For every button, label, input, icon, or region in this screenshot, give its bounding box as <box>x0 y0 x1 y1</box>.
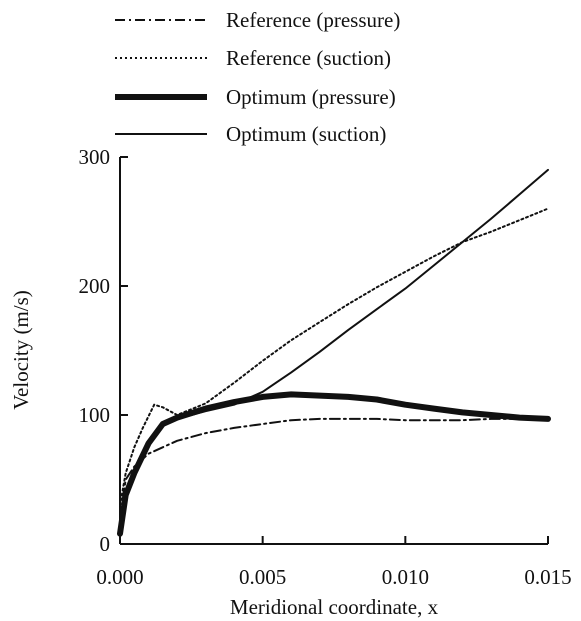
x-tick-label: 0.005 <box>239 565 286 589</box>
ticks: 0 100 200 300 0.000 0.005 0.010 0.015 <box>79 145 572 589</box>
x-tick-label: 0.015 <box>524 565 571 589</box>
x-tick-label: 0.010 <box>382 565 429 589</box>
legend: Reference (pressure) Reference (suction)… <box>115 8 400 146</box>
legend-item-reference-suction: Reference (suction) <box>115 46 391 70</box>
y-tick-label: 0 <box>100 532 111 556</box>
legend-label: Optimum (suction) <box>226 122 386 146</box>
legend-item-reference-pressure: Reference (pressure) <box>115 8 400 32</box>
legend-item-optimum-pressure: Optimum (pressure) <box>115 85 396 109</box>
y-axis-label: Velocity (m/s) <box>9 290 33 410</box>
x-axis-label: Meridional coordinate, x <box>230 595 439 619</box>
series-line-optimum-suction <box>119 168 549 538</box>
legend-item-optimum-suction: Optimum (suction) <box>115 122 386 146</box>
legend-label: Optimum (pressure) <box>226 85 396 109</box>
x-tick-label: 0.000 <box>96 565 143 589</box>
series-group <box>117 168 551 538</box>
legend-label: Reference (pressure) <box>226 8 400 32</box>
legend-label: Reference (suction) <box>226 46 391 70</box>
series-line-reference-suction <box>119 207 549 507</box>
y-tick-label: 100 <box>79 403 111 427</box>
y-tick-label: 200 <box>79 274 111 298</box>
series-line-reference-pressure <box>119 417 549 520</box>
series-line-optimum-pressure <box>117 391 551 537</box>
y-tick-label: 300 <box>79 145 111 169</box>
